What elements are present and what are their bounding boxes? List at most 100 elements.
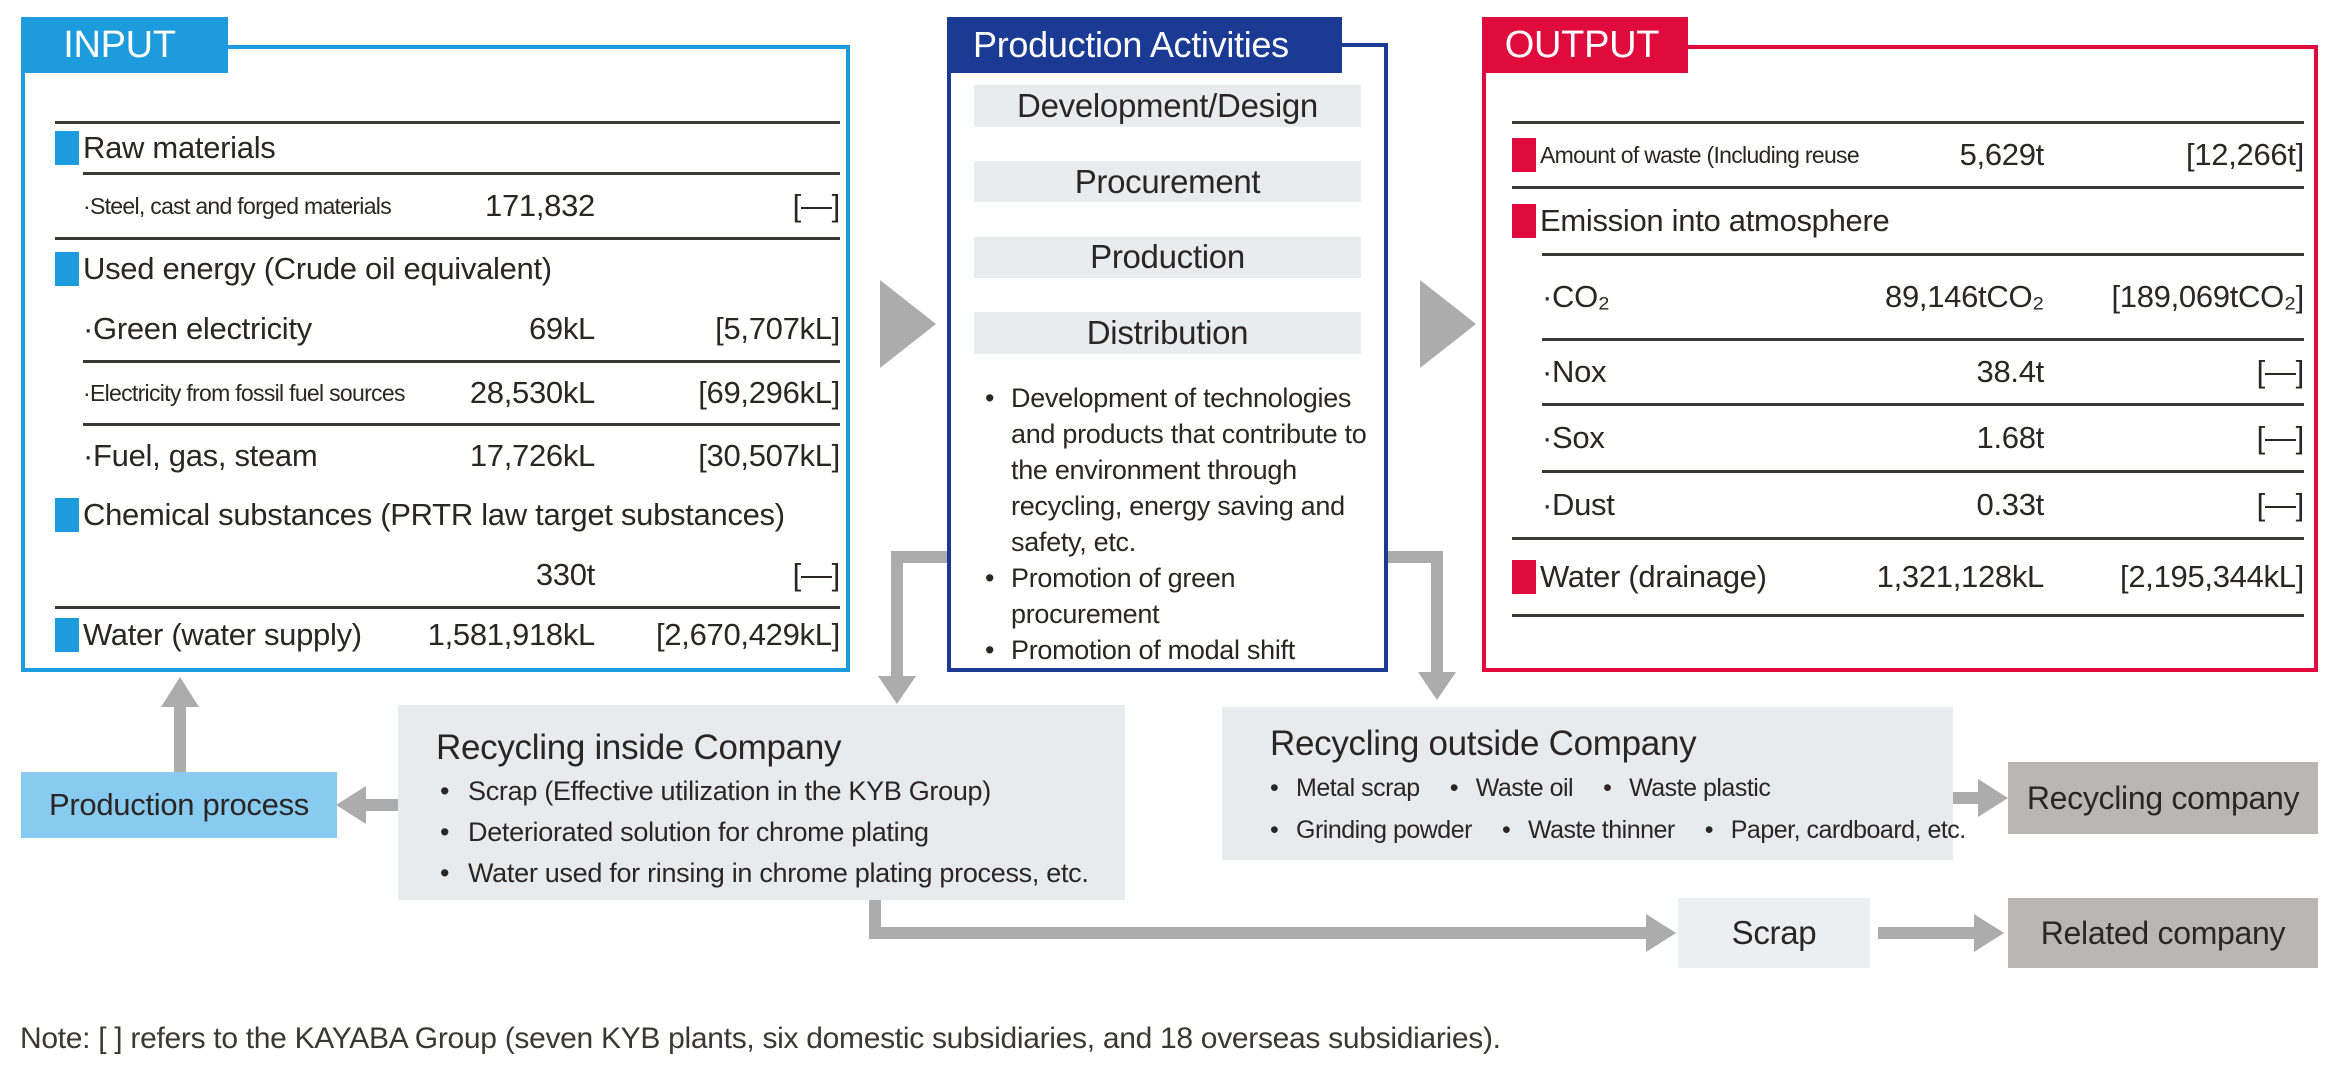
arrow-right-icon <box>1974 914 2004 952</box>
arrow-down-icon <box>878 676 916 704</box>
red-square-bullet-icon <box>1512 560 1536 594</box>
recycling-company-box: Recycling company <box>2008 762 2318 834</box>
list-item: Deteriorated solution for chrome plating <box>436 812 1125 853</box>
row-label: ·Sox <box>1542 420 1605 455</box>
list-item: Development of technologies and products… <box>981 380 1368 560</box>
table-row: ·CO₂ 89,146tCO₂ [189,069tCO₂] <box>1486 256 2314 338</box>
row-bracket-value: [—] <box>2256 487 2305 522</box>
recycling-inside-title: Recycling inside Company <box>436 728 842 767</box>
rule <box>83 172 840 175</box>
table-row: 330t [—] <box>25 544 846 606</box>
table-row: Raw materials <box>25 124 846 172</box>
row-bracket-value: [—] <box>792 188 841 223</box>
output-table: Amount of waste (Including reuse) 5,629t… <box>1486 49 2314 668</box>
arrow-down-icon <box>1418 672 1456 700</box>
list-item: Waste thinner <box>1502 809 1675 851</box>
rule <box>1512 614 2304 617</box>
arrow-right-icon <box>1978 779 2008 817</box>
rule <box>55 606 840 609</box>
elbow-production-to-recycling-outside <box>1388 551 1443 674</box>
table-row: ·Electricity from fossil fuel sources 28… <box>25 363 846 423</box>
list-item: Promotion of modal shift <box>981 632 1368 668</box>
arrow-input-to-production-icon <box>880 280 936 368</box>
recycling-inside-company-box: Recycling inside Company Scrap (Effectiv… <box>398 705 1125 900</box>
table-row: ·Steel, cast and forged materials 171,83… <box>25 175 846 237</box>
row-value: 17,726kL <box>469 438 595 473</box>
row-value: 28,530kL <box>469 375 595 410</box>
table-row: Amount of waste (Including reuse) 5,629t… <box>1486 124 2314 186</box>
table-row: Water (water supply) 1,581,918kL [2,670,… <box>25 609 846 661</box>
blue-square-bullet-icon <box>55 618 79 652</box>
rule <box>1512 186 2304 189</box>
row-bracket-value: [30,507kL] <box>698 438 840 473</box>
related-company-label: Related company <box>2040 914 2286 951</box>
row-value: 1.68t <box>1976 420 2045 455</box>
elbow-recycling-inside-to-scrap <box>869 898 1648 939</box>
row-label: Used energy (Crude oil equivalent) <box>83 251 552 286</box>
production-process-label: Production process <box>49 787 309 822</box>
row-value: 171,832 <box>485 188 595 223</box>
table-row: Used energy (Crude oil equivalent) <box>25 240 846 298</box>
row-value: 0.33t <box>1976 487 2045 522</box>
table-row: Emission into atmosphere <box>1486 189 2314 253</box>
production-activities-title: Production Activities <box>973 24 1289 65</box>
step-label: Distribution <box>1086 314 1249 352</box>
arrow-production-to-output-icon <box>1420 280 1476 368</box>
red-square-bullet-icon <box>1512 138 1536 172</box>
row-label: Raw materials <box>83 130 276 165</box>
row-value: 89,146tCO₂ <box>1885 279 2044 314</box>
recycling-company-label: Recycling company <box>2026 779 2300 816</box>
production-bullet-list: Development of technologies and products… <box>951 354 1384 668</box>
row-label: ·Fuel, gas, steam <box>83 438 318 473</box>
related-company-box: Related company <box>2008 898 2318 968</box>
input-panel: Raw materials ·Steel, cast and forged ma… <box>21 45 850 672</box>
red-square-bullet-icon <box>1512 204 1536 238</box>
rule <box>55 121 840 124</box>
list-item: Scrap (Effective utilization in the KYB … <box>436 771 1125 812</box>
list-item: Waste plastic <box>1603 767 1771 809</box>
table-row: ·Nox 38.4t [—] <box>1486 341 2314 403</box>
row-label: Chemical substances (PRTR law target sub… <box>83 497 785 532</box>
elbow-production-to-recycling-inside <box>891 551 947 678</box>
list-line: Grinding powder Waste thinner Paper, car… <box>1270 809 1966 851</box>
rule <box>1542 470 2304 473</box>
output-title: OUTPUT <box>1504 23 1660 66</box>
rule <box>1542 253 2304 256</box>
step-distribution: Distribution <box>974 312 1361 354</box>
row-label: Amount of waste (Including reuse) <box>1540 141 1859 168</box>
row-label: ·CO₂ <box>1542 279 1610 314</box>
row-bracket-value: [12,266t] <box>2186 137 2304 172</box>
table-row: ·Green electricity 69kL [5,707kL] <box>25 298 846 360</box>
table-row: Chemical substances (PRTR law target sub… <box>25 486 846 544</box>
list-item: Paper, cardboard, etc. <box>1705 809 1966 851</box>
rule <box>1542 338 2304 341</box>
row-value: 1,581,918kL <box>427 617 596 652</box>
blue-square-bullet-icon <box>55 131 79 165</box>
list-item: Waste oil <box>1450 767 1574 809</box>
row-label: ·Green electricity <box>83 311 312 346</box>
row-label: ·Electricity from fossil fuel sources <box>83 379 405 406</box>
list-item: Promotion of green procurement <box>981 560 1368 632</box>
arrow-up-icon <box>161 677 199 707</box>
row-value: 330t <box>535 557 595 592</box>
row-label: Water (drainage) <box>1540 559 1767 594</box>
input-table: Raw materials ·Steel, cast and forged ma… <box>25 49 846 668</box>
row-label: Emission into atmosphere <box>1540 203 1890 238</box>
table-row: ·Sox 1.68t [—] <box>1486 406 2314 470</box>
blue-square-bullet-icon <box>55 498 79 532</box>
recycling-outside-company-box: Recycling outside Company Metal scrap Wa… <box>1222 707 1966 860</box>
row-value: 5,629t <box>1959 137 2045 172</box>
output-header-tab: OUTPUT <box>1482 17 1688 73</box>
list-line: Metal scrap Waste oil Waste plastic <box>1270 767 1953 809</box>
production-steps: Development/Design Procurement Productio… <box>951 47 1384 668</box>
row-bracket-value: [189,069tCO₂] <box>2111 279 2304 314</box>
step-development-design: Development/Design <box>974 85 1361 127</box>
list-item: Grinding powder <box>1270 809 1472 851</box>
production-activities-header-tab: Production Activities <box>947 17 1342 73</box>
table-row: ·Dust 0.33t [—] <box>1486 473 2314 537</box>
row-value: 69kL <box>528 311 595 346</box>
table-row: ·Fuel, gas, steam 17,726kL [30,507kL] <box>25 426 846 486</box>
row-value: 1,321,128kL <box>1876 559 2045 594</box>
production-process-box: Production process <box>21 772 337 838</box>
production-activities-panel: Development/Design Procurement Productio… <box>947 43 1388 672</box>
